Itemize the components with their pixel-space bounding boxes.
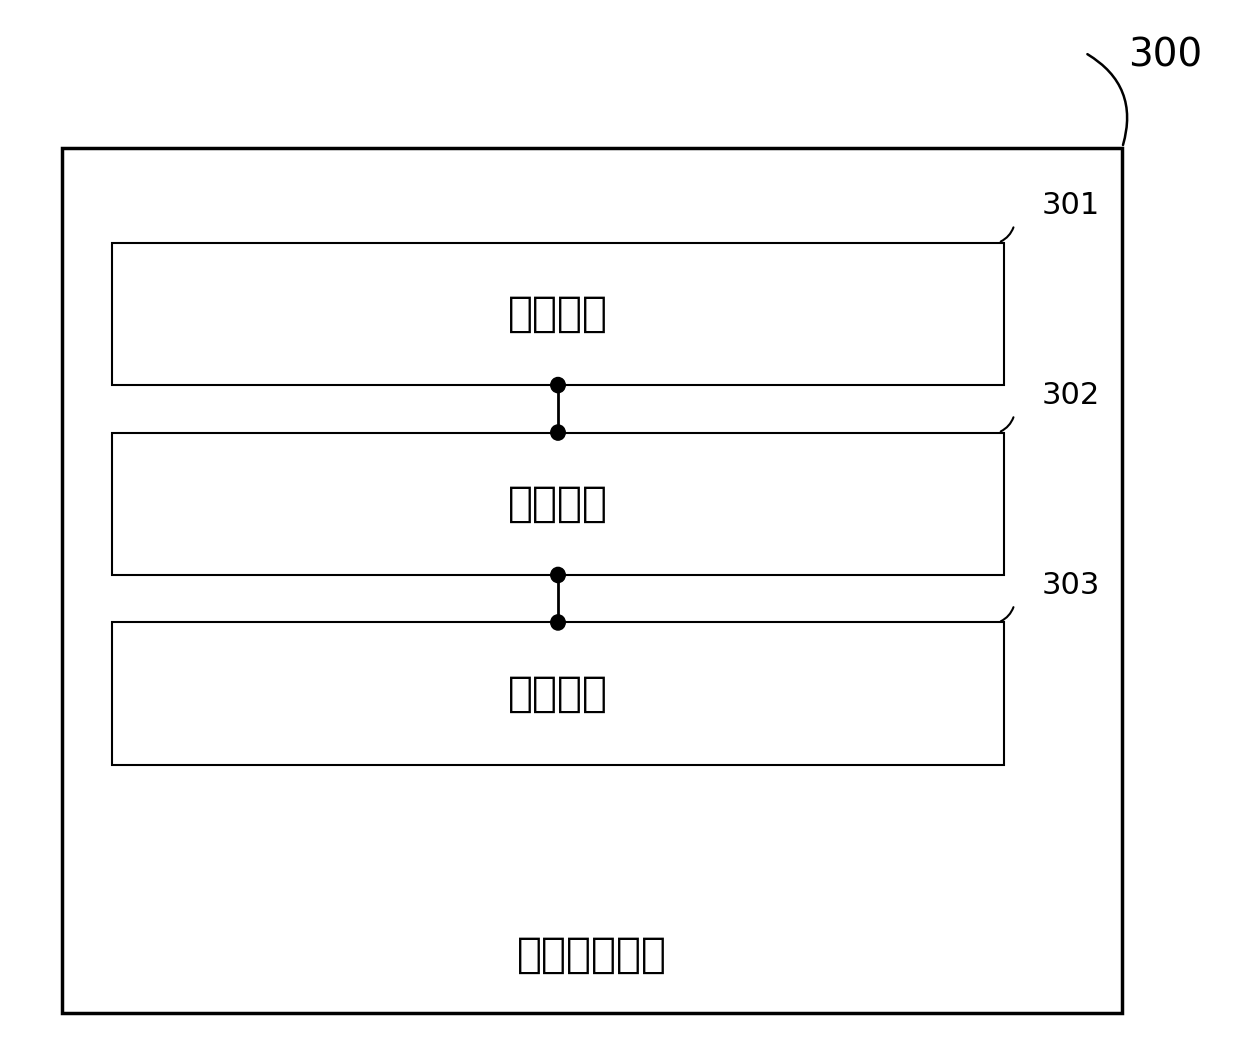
- Text: 301: 301: [1042, 191, 1100, 220]
- Text: 300: 300: [1128, 37, 1203, 75]
- Bar: [62, 148, 1122, 1013]
- Text: 识别模块: 识别模块: [508, 293, 608, 334]
- Ellipse shape: [551, 615, 565, 630]
- Text: 判断模块: 判断模块: [508, 483, 608, 524]
- Text: 303: 303: [1042, 571, 1100, 600]
- Text: 302: 302: [1042, 381, 1100, 410]
- Bar: [112, 433, 1004, 575]
- Ellipse shape: [551, 425, 565, 440]
- Bar: [112, 622, 1004, 765]
- Text: 信息存储装置: 信息存储装置: [517, 934, 667, 976]
- Ellipse shape: [551, 378, 565, 392]
- Text: 存储模块: 存储模块: [508, 673, 608, 714]
- Bar: [112, 243, 1004, 385]
- Ellipse shape: [551, 568, 565, 582]
